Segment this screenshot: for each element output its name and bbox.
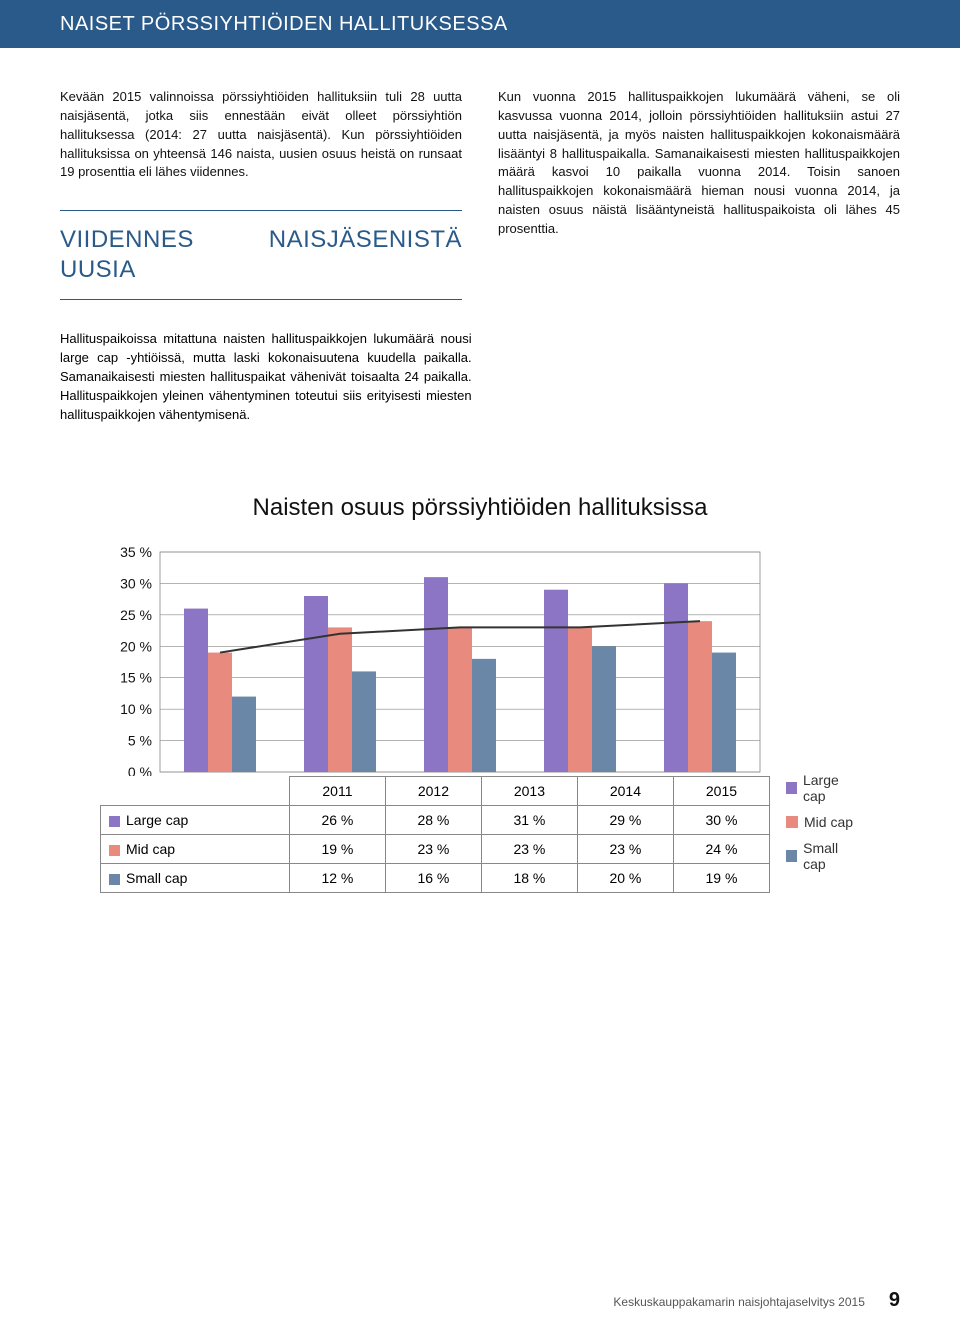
- left-column: Kevään 2015 valinnoissa pörssiyhtiöiden …: [60, 88, 462, 300]
- legend-item-mid: Mid cap: [786, 814, 860, 830]
- right-paragraph: Kun vuonna 2015 hallituspaikkojen lukumä…: [498, 88, 900, 239]
- two-column-text: Kevään 2015 valinnoissa pörssiyhtiöiden …: [60, 88, 900, 300]
- chart-title: Naisten osuus pörssiyhtiöiden hallituksi…: [100, 494, 860, 522]
- svg-text:15 %: 15 %: [120, 670, 152, 686]
- page-number: 9: [889, 1289, 900, 1312]
- data-table: 20112012201320142015Large cap26 %28 %31 …: [100, 776, 770, 893]
- legend-label: Large cap: [803, 772, 860, 804]
- footer-text: Keskuskauppakamarin naisjohtajaselvitys …: [613, 1295, 864, 1309]
- svg-text:5 %: 5 %: [128, 733, 152, 749]
- swatch-icon: [786, 816, 798, 828]
- svg-text:25 %: 25 %: [120, 607, 152, 623]
- legend-item-large: Large cap: [786, 772, 860, 804]
- chart-section: Naisten osuus pörssiyhtiöiden hallituksi…: [60, 494, 900, 893]
- callout-box: VIIDENNES NAISJÄSENISTÄ UUSIA: [60, 210, 462, 300]
- below-paragraph: Hallituspaikoissa mitattuna naisten hall…: [60, 330, 472, 424]
- svg-text:20 %: 20 %: [120, 639, 152, 655]
- main-content: Kevään 2015 valinnoissa pörssiyhtiöiden …: [0, 48, 960, 893]
- svg-text:0 %: 0 %: [128, 764, 152, 776]
- legend-item-small: Small cap: [786, 840, 860, 872]
- svg-text:35 %: 35 %: [120, 544, 152, 560]
- svg-text:30 %: 30 %: [120, 576, 152, 592]
- header-title: NAISET PÖRSSIYHTIÖIDEN HALLITUKSESSA: [60, 13, 508, 36]
- svg-text:10 %: 10 %: [120, 702, 152, 718]
- legend-label: Small cap: [803, 840, 860, 872]
- chart-wrap: 0 % 5 % 10 % 15 % 20 % 25 % 30 % 35 % 201120122…: [100, 542, 860, 893]
- left-paragraph: Kevään 2015 valinnoissa pörssiyhtiöiden …: [60, 88, 462, 182]
- page-header: NAISET PÖRSSIYHTIÖIDEN HALLITUKSESSA: [0, 0, 960, 48]
- legend-label: Mid cap: [804, 814, 853, 830]
- swatch-icon: [786, 850, 797, 862]
- right-column: Kun vuonna 2015 hallituspaikkojen lukumä…: [498, 88, 900, 300]
- legend: Large cap Mid cap Small cap: [770, 542, 860, 882]
- swatch-icon: [786, 782, 797, 794]
- footer: Keskuskauppakamarin naisjohtajaselvitys …: [613, 1289, 900, 1312]
- bar-chart: 0 % 5 % 10 % 15 % 20 % 25 % 30 % 35 %: [100, 542, 770, 776]
- chart-and-table: 0 % 5 % 10 % 15 % 20 % 25 % 30 % 35 % 201120122…: [100, 542, 770, 893]
